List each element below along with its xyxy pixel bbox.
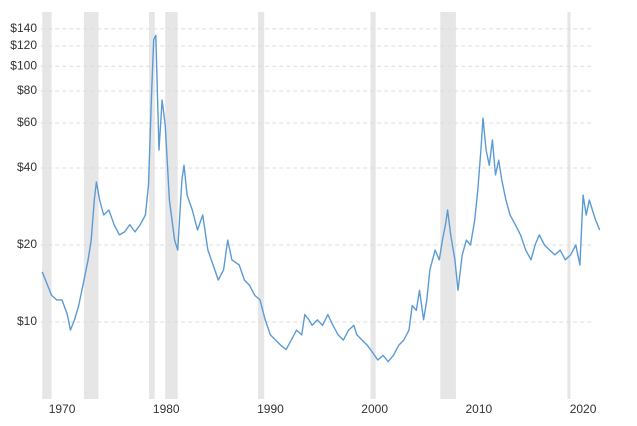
recession-band [567, 12, 571, 399]
x-tick-label: 2020 [570, 402, 597, 416]
x-tick-label: 2000 [361, 402, 388, 416]
recession-band [83, 12, 99, 399]
recession-band [440, 12, 456, 399]
x-tick-label: 1980 [153, 402, 180, 416]
y-tick-label: $10 [17, 314, 37, 328]
x-tick-label: 1990 [257, 402, 284, 416]
x-tick-label: 1970 [49, 402, 76, 416]
x-tick-label: 2010 [466, 402, 493, 416]
y-tick-label: $80 [17, 83, 37, 97]
recession-band [149, 12, 155, 399]
recession-band [257, 12, 265, 399]
recession-band [165, 12, 178, 399]
y-tick-label: $120 [10, 38, 37, 52]
y-tick-label: $100 [10, 58, 37, 72]
y-tick-label: $40 [17, 160, 37, 174]
price-line [41, 34, 601, 363]
y-tick-label: $20 [17, 237, 37, 251]
recession-band [42, 12, 52, 399]
y-tick-label: $60 [17, 115, 37, 129]
recession-band [370, 12, 376, 399]
y-tick-label: $140 [10, 21, 37, 35]
